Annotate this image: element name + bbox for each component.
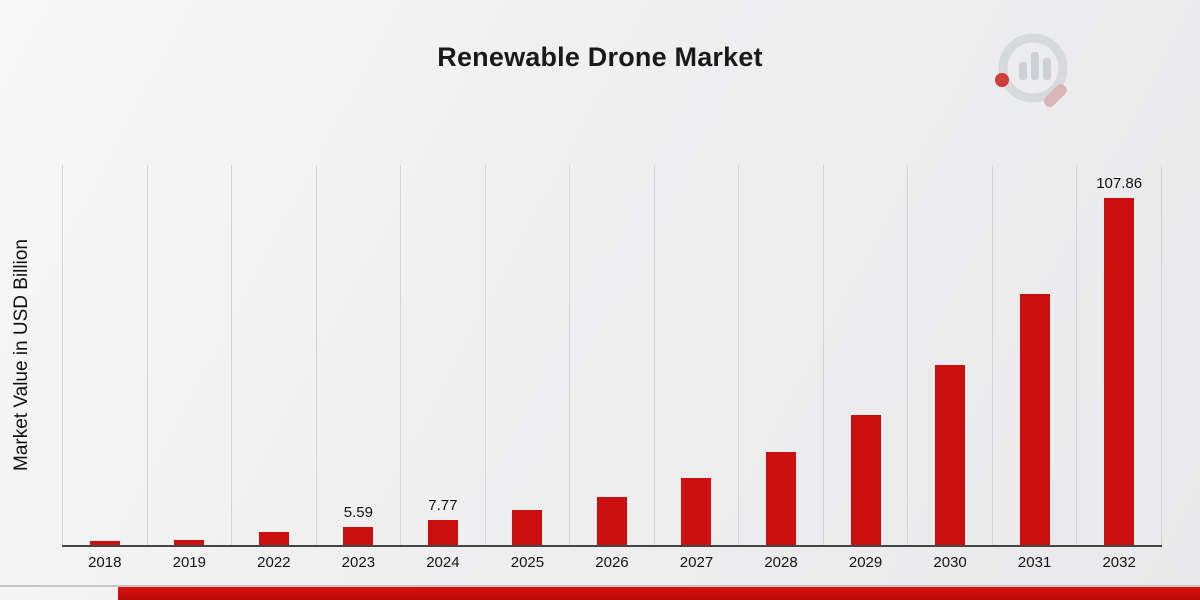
x-tick-label-2025: 2025 [510,554,545,571]
bottom-accent-bar [118,587,1200,600]
bar-2025 [512,510,543,545]
bar-group-2026: 2026 [569,165,654,571]
y-axis-label: Market Value in USD Billion [11,239,32,471]
bar-2030 [935,364,966,545]
bar-group-2027: 2027 [653,165,739,571]
plot-area: 2018 2019 2022 5.59 2023 7.77 2024 2025 2026 2027… [62,165,1162,571]
bar-2022 [258,532,289,545]
bar-2031 [1019,294,1050,545]
bar-group-2023: 5.59 2023 [315,165,401,571]
x-tick-label-2032: 2032 [1102,554,1136,571]
x-tick-label-2029: 2029 [848,554,883,571]
x-tick-label-2028: 2028 [764,554,798,571]
bar-2029 [850,415,881,545]
bottom-divider-line [0,585,1200,587]
bar-group-2029: 2029 [822,165,908,571]
bar-group-2024: 7.77 2024 [400,165,485,571]
bar-value-label-2023: 5.59 [343,504,373,521]
bar-group-2031: 2031 [991,165,1077,571]
x-tick-label-2026: 2026 [595,554,629,571]
bar-group-2030: 2030 [907,165,992,571]
bar-group-2018: 2018 [62,165,147,571]
bar-2026 [596,496,627,545]
bar-2027 [681,477,712,545]
x-tick-label-2019: 2019 [172,554,206,571]
brand-logo-icon [985,28,1095,123]
bar-group-2032: 107.86 2032 [1076,165,1162,571]
bar-2018 [89,541,120,545]
bar-2024 [427,519,458,545]
x-tick-label-2022: 2022 [257,554,291,571]
x-tick-label-2024: 2024 [426,554,460,571]
bar-group-2022: 2022 [231,165,316,571]
bar-value-label-2024: 7.77 [428,496,458,514]
chart-title: Renewable Drone Market [437,42,763,72]
bar-2023 [343,527,374,545]
bar-2019 [174,540,205,545]
bar-2032 [1104,197,1135,545]
bar-group-2025: 2025 [484,165,570,571]
x-tick-label-2030: 2030 [933,554,967,571]
bar-value-label-2032: 107.86 [1096,174,1143,192]
bar-2028 [766,451,797,545]
x-tick-label-2031: 2031 [1017,554,1052,571]
x-tick-label-2027: 2027 [679,554,714,571]
x-tick-label-2023: 2023 [341,554,376,571]
magnifier-bar-chart-icon [995,33,1068,108]
bar-group-2028: 2028 [738,165,823,571]
x-tick-label-2018: 2018 [88,554,122,571]
bar-group-2019: 2019 [146,165,232,571]
